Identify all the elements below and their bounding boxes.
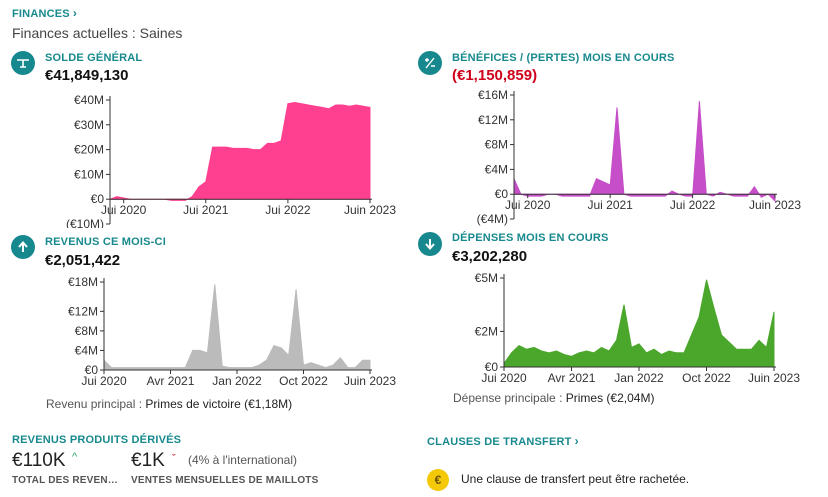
- balance-chart: €40M €30M €20M €10M €0 (€10M)Jui 2020 Jui 2021…: [66, 93, 396, 228]
- chevron-right-icon: ›: [574, 434, 579, 448]
- arrow-up-icon: [11, 235, 35, 259]
- revenue-x-tick-label: Jan 2022: [212, 374, 262, 388]
- profit-y-tick-label: €8M: [485, 138, 508, 152]
- revenue-x-tick-label: Avr 2021: [147, 374, 195, 388]
- revenue-y-tick-label: €18M: [68, 275, 98, 289]
- balance-label: SOLDE GÉNÉRAL: [45, 52, 143, 64]
- merch-total-label: TOTAL DES REVEN…: [12, 475, 118, 486]
- expenses-label: DÉPENSES MOIS EN COURS: [452, 232, 609, 244]
- revenue-y-tick-label: €0: [85, 363, 99, 377]
- transfer-clauses-label: CLAUSES DE TRANSFERT: [427, 436, 572, 448]
- balance-x-tick-label: Jui 2022: [265, 203, 311, 217]
- balance-x-tick-label: Juin 2023: [344, 203, 396, 217]
- balance-x-tick-label: Jui 2020: [101, 203, 147, 217]
- expenses-x-tick-label: Jan 2022: [614, 371, 664, 385]
- finances-link-label: FINANCES: [12, 8, 70, 20]
- profit-x-tick-label: Jui 2021: [587, 198, 633, 212]
- expenses-y-tick-label: €0: [485, 360, 499, 374]
- balance-series-area: [109, 101, 371, 201]
- profit-series-area: [513, 101, 776, 203]
- profit-x-tick-label: Juin 2023: [749, 198, 801, 212]
- balance-y-tick-label: (€10M): [66, 217, 104, 228]
- expenses-series-area: [503, 279, 775, 368]
- profit-y-tick-label: €12M: [478, 113, 508, 127]
- profit-y-tick-label: €0: [495, 187, 509, 201]
- profit-y-tick-label: €4M: [485, 162, 508, 176]
- revenue-x-tick-label: Oct 2022: [279, 374, 328, 388]
- transfer-clause-text: Une clause de transfert peut être rachet…: [461, 472, 690, 486]
- revenue-y-tick-label: €4M: [75, 343, 98, 357]
- expenses-x-tick-label: Juin 2023: [748, 371, 800, 385]
- revenue-y-tick-label: €8M: [75, 324, 98, 338]
- revenue-series-area: [103, 284, 371, 371]
- profit-y-tick-label: (€4M): [477, 212, 508, 226]
- transfer-clauses-link[interactable]: CLAUSES DE TRANSFERT ›: [427, 434, 579, 448]
- expenses-y-tick-label: €2M: [475, 324, 498, 338]
- finance-status-label: Finances actuelles: [12, 25, 128, 41]
- plus-minus-icon: [418, 51, 442, 75]
- balance-y-tick-label: €40M: [74, 93, 104, 107]
- revenue-x-tick-label: Jui 2020: [81, 374, 127, 388]
- chevron-right-icon: ›: [72, 6, 78, 20]
- shirts-label: VENTES MENSUELLES DE MAILLOTS: [131, 475, 319, 486]
- profit-chart: €16M €12M €8M €4M €0 (€4M)Jui 2020 Jui 2021 Jui…: [477, 88, 802, 226]
- expenses-x-tick-label: Avr 2021: [548, 371, 596, 385]
- expenses-value: €3,202,280: [452, 248, 528, 265]
- expenses-y-tick-label: €5M: [475, 271, 498, 285]
- profit-x-tick-label: Jui 2020: [505, 198, 551, 212]
- finances-link[interactable]: FINANCES ›: [12, 6, 77, 20]
- revenue-top-value: Primes de victoire (€1,18M): [145, 397, 293, 411]
- merch-title: REVENUS PRODUITS DÉRIVÉS: [12, 434, 182, 446]
- revenue-value: €2,051,422: [45, 252, 121, 269]
- revenue-y-tick-label: €12M: [68, 304, 98, 318]
- merch-total-value: €110K: [12, 450, 66, 471]
- balance-value: €41,849,130: [45, 67, 129, 84]
- balance-y-tick-label: €10M: [74, 167, 104, 181]
- revenue-top-label: Revenu principal :: [46, 397, 143, 411]
- balance-y-tick-label: €20M: [74, 143, 104, 157]
- expenses-x-tick-label: Oct 2022: [682, 371, 731, 385]
- euro-coin-icon: €: [427, 469, 449, 491]
- trend-down-icon: ˇ: [172, 453, 176, 465]
- revenue-label: REVENUS CE MOIS-CI: [45, 236, 166, 248]
- finance-status: Finances actuelles : Saines: [12, 25, 183, 41]
- expense-top-label: Dépense principale :: [453, 391, 563, 405]
- finance-status-value: Saines: [139, 25, 183, 41]
- shirts-note: (4% à l'international): [188, 453, 298, 467]
- profit-value: (€1,150,859): [452, 67, 538, 84]
- balance-y-tick-label: €0: [91, 192, 105, 206]
- expenses-x-tick-label: Jui 2020: [481, 371, 527, 385]
- expense-top-value: Primes (€2,04M): [565, 391, 655, 405]
- balance-scale-icon: [11, 51, 35, 75]
- revenue-x-tick-label: Juin 2023: [344, 374, 396, 388]
- balance-x-tick-label: Jui 2021: [183, 203, 229, 217]
- arrow-down-icon: [418, 232, 442, 256]
- profit-y-tick-label: €16M: [478, 88, 508, 102]
- balance-y-tick-label: €30M: [74, 118, 104, 132]
- revenue-top-source: Revenu principal : Primes de victoire (€…: [46, 397, 292, 411]
- profit-x-tick-label: Jui 2022: [670, 198, 716, 212]
- profit-label: BÉNÉFICES / (PERTES) MOIS EN COURS: [452, 52, 675, 64]
- shirts-value: €1K: [131, 450, 165, 471]
- expense-top-source: Dépense principale : Primes (€2,04M): [453, 391, 654, 405]
- trend-up-icon: ^: [72, 451, 78, 463]
